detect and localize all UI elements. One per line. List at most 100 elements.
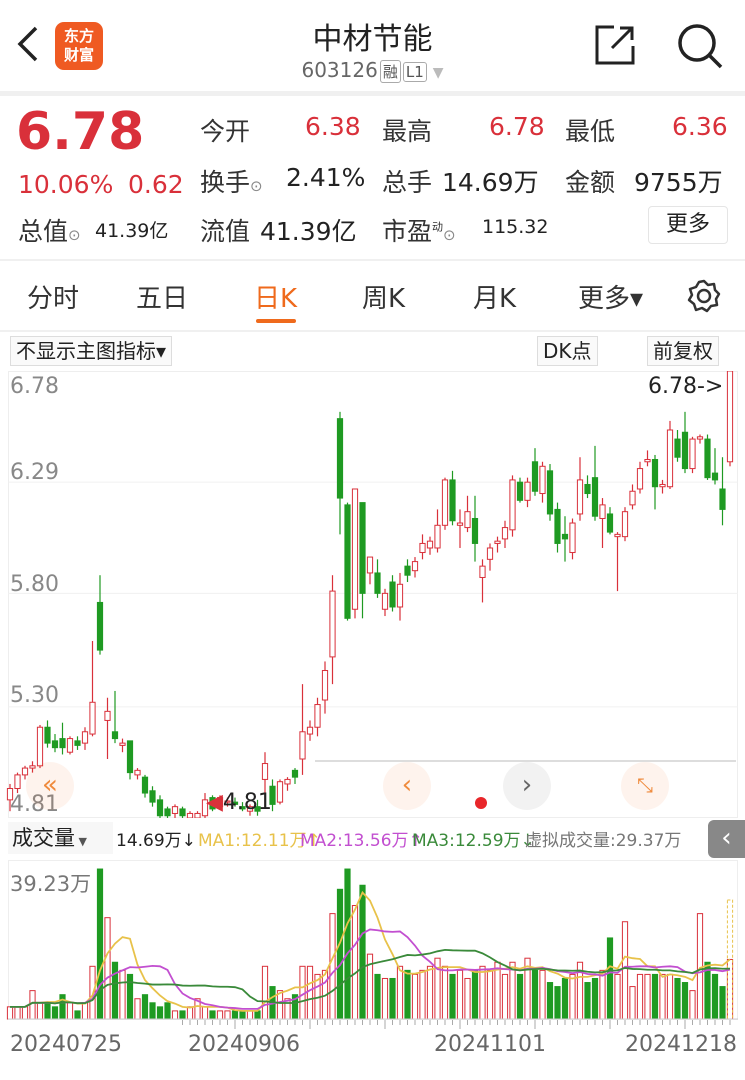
- open-value: 6.38: [305, 112, 361, 141]
- candle-up: [644, 458, 651, 463]
- volume-bar: [336, 888, 344, 1020]
- candle-up: [696, 436, 704, 440]
- candle-down: [711, 472, 719, 481]
- candle-down: [554, 508, 561, 544]
- tab-intraday[interactable]: 分时: [27, 284, 80, 314]
- candle-up: [396, 583, 404, 608]
- info-icon[interactable]: ⊙: [250, 177, 263, 195]
- stock-name: 中材节能: [312, 22, 433, 57]
- candle-down: [74, 740, 81, 746]
- volume-indicator-select[interactable]: 成交量 ▼: [8, 822, 113, 854]
- settings-button[interactable]: [686, 278, 722, 318]
- open-label: 今开: [200, 117, 251, 146]
- volume-bar: [329, 913, 336, 1020]
- volume-bar: [501, 973, 509, 1020]
- candle-up: [284, 778, 291, 785]
- candle-down: [651, 458, 659, 488]
- volume-bar: [261, 965, 269, 1020]
- scroll-right-button[interactable]: ›: [503, 762, 551, 810]
- tab-weekly-k[interactable]: 周K: [362, 284, 406, 314]
- tab-monthly-k[interactable]: 月K: [473, 284, 517, 314]
- dk-point-button[interactable]: DK点: [537, 336, 598, 366]
- candle-down: [231, 801, 239, 805]
- candle-down: [344, 504, 351, 619]
- volume-bar: [584, 982, 591, 1020]
- volume-bar: [51, 1006, 59, 1020]
- candle-up: [636, 468, 644, 490]
- candle-down: [254, 806, 261, 812]
- volume-bar: [644, 973, 651, 1020]
- search-button[interactable]: [676, 22, 724, 74]
- volume-bar: [36, 1002, 44, 1020]
- fullscreen-button[interactable]: ⤡: [621, 762, 669, 810]
- mktcap-label-text: 总值: [18, 217, 69, 246]
- volume-bar: [239, 1010, 246, 1020]
- share-button[interactable]: [594, 24, 636, 70]
- candle-down: [471, 517, 479, 544]
- candle-down: [126, 740, 134, 774]
- main-indicator-select[interactable]: 不显示主图指标▾: [10, 336, 173, 366]
- min-price-marker: ◀4.81: [206, 790, 272, 815]
- divider: [0, 330, 745, 332]
- candle-up: [119, 742, 126, 746]
- stock-code-row[interactable]: 603126 融 L1 ▼: [0, 58, 745, 83]
- turnover-label-text: 换手: [200, 168, 251, 197]
- candle-down: [96, 601, 104, 651]
- candle-up: [29, 765, 36, 769]
- more-quote-button[interactable]: 更多: [648, 206, 728, 244]
- candle-up: [201, 799, 209, 817]
- candle-down: [704, 438, 711, 479]
- candle-up: [486, 547, 494, 560]
- volume-bar: [344, 868, 351, 1020]
- candle-up: [569, 522, 576, 554]
- candle-down: [531, 461, 539, 492]
- high-label: 最高: [382, 117, 433, 146]
- tab-daily-k[interactable]: 日K: [254, 284, 298, 314]
- candle-up: [194, 812, 201, 818]
- last-price: 6.78: [16, 102, 145, 162]
- price-chart[interactable]: [8, 371, 738, 818]
- volume-bar: [6, 1006, 14, 1020]
- candle-up: [306, 726, 314, 735]
- info-icon[interactable]: ⊙: [443, 226, 456, 244]
- candlestick-chart: [6, 371, 738, 818]
- volume-bar: [411, 973, 419, 1020]
- volume-bar: [599, 969, 606, 1020]
- back-button[interactable]: [14, 22, 40, 75]
- volume-value: 14.69万: [442, 168, 539, 197]
- tab-five-day[interactable]: 五日: [136, 284, 189, 314]
- chevron-left-icon: ‹: [721, 823, 732, 853]
- pe-label: 市盈动⊙: [382, 212, 456, 248]
- volume-bar: [404, 969, 411, 1020]
- candle-up: [614, 533, 621, 538]
- scroll-start-button[interactable]: «: [26, 762, 74, 810]
- info-icon[interactable]: ⊙: [68, 226, 81, 244]
- scroll-left-button[interactable]: ‹: [383, 762, 431, 810]
- candle-down: [179, 808, 186, 817]
- volume-bar: [471, 969, 479, 1020]
- candle-up: [321, 670, 329, 701]
- volume-bar: [104, 917, 111, 1020]
- volume-bar: [441, 965, 449, 1020]
- volume-bar: [359, 884, 366, 1020]
- candle-down: [584, 483, 591, 495]
- pe-label-text: 市盈: [382, 217, 433, 246]
- y-axis-label: 5.30: [10, 683, 59, 708]
- volume-ma3: MA3:12.59万↓: [412, 831, 535, 851]
- volume-bar: [306, 965, 314, 1020]
- volume-bar: [561, 977, 569, 1020]
- price-adjust-select[interactable]: 前复权: [647, 336, 719, 366]
- ma3-line: [10, 948, 731, 1008]
- candle-down: [374, 572, 381, 594]
- volume-bar: [396, 965, 404, 1020]
- candle-up: [171, 806, 179, 814]
- tab-more[interactable]: 更多▾: [578, 284, 644, 314]
- candle-up: [381, 592, 389, 610]
- volume-selector-text: 成交量: [12, 826, 75, 850]
- candle-up: [224, 800, 231, 803]
- volume-bar: [674, 977, 681, 1020]
- y-axis-label: 6.78: [10, 374, 59, 399]
- collapse-panel-button[interactable]: ‹: [708, 820, 745, 858]
- candle-up: [134, 769, 141, 776]
- volume-bar: [569, 973, 576, 1020]
